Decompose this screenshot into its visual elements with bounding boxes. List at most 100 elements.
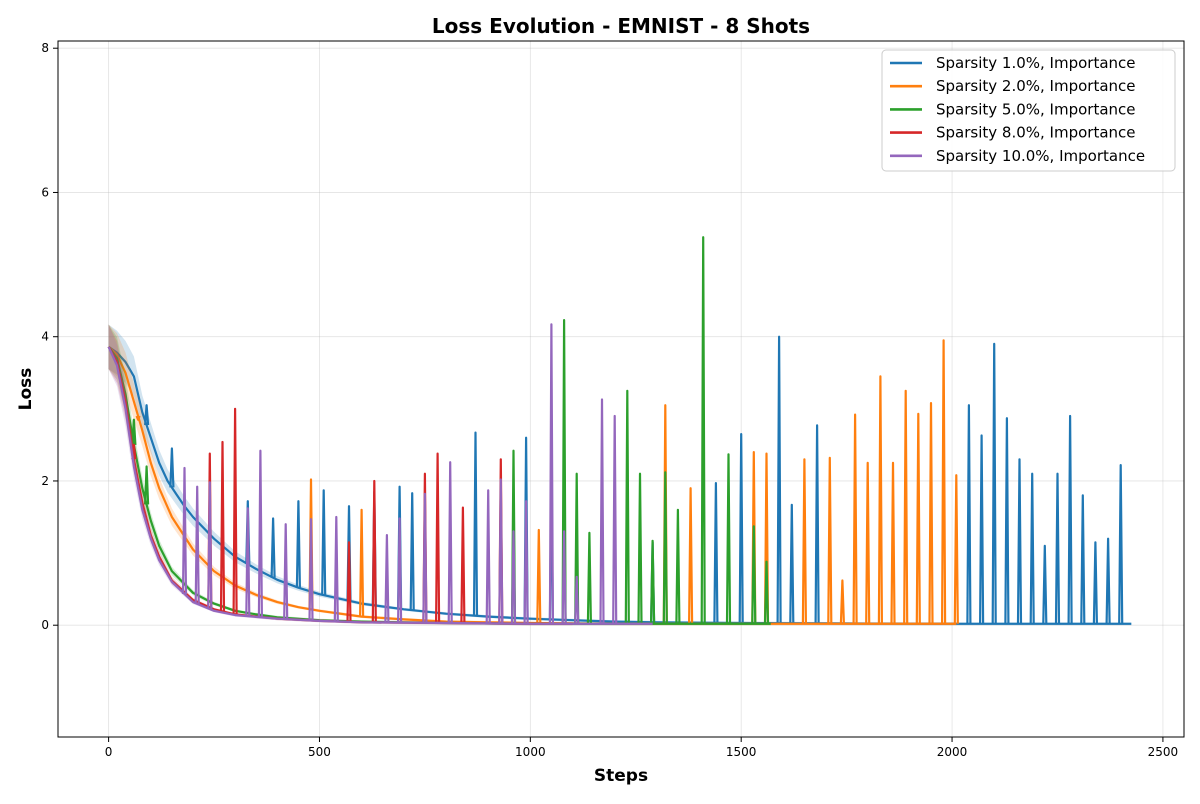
series-1-spike xyxy=(321,489,327,596)
legend-item: Sparsity 5.0%, Importance xyxy=(890,100,1136,118)
y-tick-label: 6 xyxy=(41,185,49,199)
series-3-spike xyxy=(637,472,643,624)
series-5-spike xyxy=(612,414,618,624)
x-tick-label: 0 xyxy=(105,745,113,759)
series-3-spike xyxy=(586,531,592,624)
series-1-spike xyxy=(1042,544,1048,624)
series-3-spike xyxy=(763,560,770,624)
series-5-spike xyxy=(283,523,289,620)
series-1-spike xyxy=(144,404,150,426)
series-2-spike xyxy=(801,458,807,624)
tick-layer: 0 500 1000 1500 2000 2500 0 2 4 6 8 xyxy=(41,41,1178,759)
chart-title: Loss Evolution - EMNIST - 8 Shots xyxy=(432,14,810,38)
series-5-spike xyxy=(397,517,403,623)
series-1-spike xyxy=(738,433,744,624)
legend: Sparsity 1.0%, Importance Sparsity 2.0%, … xyxy=(881,49,1176,172)
series-5-spike xyxy=(574,575,580,624)
series-2-spike xyxy=(839,579,845,624)
x-tick-label: 1000 xyxy=(515,745,546,759)
plot-frame xyxy=(57,40,1185,738)
legend-label: Sparsity 5.0%, Importance xyxy=(936,100,1136,118)
series-3-spike xyxy=(751,525,757,624)
series-2-spike xyxy=(903,389,909,624)
series-5-spike xyxy=(422,492,428,623)
series-1-spike xyxy=(472,431,479,616)
series-2-spike xyxy=(827,456,833,624)
series-2-spike xyxy=(865,461,871,624)
legend-label: Sparsity 8.0%, Importance xyxy=(936,124,1136,142)
series-2-spike xyxy=(688,487,694,624)
legend-label: Sparsity 10.0%, Importance xyxy=(936,147,1145,165)
series-1-spike xyxy=(789,503,795,624)
series-2-spike xyxy=(953,474,959,624)
legend-item: Sparsity 10.0%, Importance xyxy=(890,147,1145,165)
series-2-spike xyxy=(890,461,896,624)
series-1-spike xyxy=(169,447,175,488)
series-1-spike xyxy=(1029,472,1035,624)
series-2-spike xyxy=(536,528,542,624)
series-3-spike xyxy=(144,465,150,505)
series-5-spike xyxy=(333,515,339,622)
x-tick-label: 2000 xyxy=(937,745,968,759)
x-tick-label: 1500 xyxy=(726,745,757,759)
series-1-spike xyxy=(1067,414,1073,624)
y-tick-label: 0 xyxy=(41,618,49,632)
series-5-line xyxy=(107,346,653,625)
series-5-spike xyxy=(245,507,251,617)
y-tick-label: 4 xyxy=(41,330,49,344)
series-1-spike xyxy=(295,500,301,588)
series-5-spike xyxy=(207,481,213,610)
series-2-spike xyxy=(877,375,883,624)
x-axis-label: Steps xyxy=(594,766,648,786)
series-1-spike xyxy=(991,342,997,624)
x-tick-label: 500 xyxy=(308,745,331,759)
y-axis-label: Loss xyxy=(16,368,36,411)
series-3-spike xyxy=(624,389,630,624)
series-5-spike xyxy=(510,530,517,624)
legend-box xyxy=(881,49,1176,172)
series-4-spike xyxy=(460,506,466,624)
series-5-spike xyxy=(498,478,504,624)
y-tick-label: 2 xyxy=(41,474,49,488)
series-1-spike xyxy=(1016,458,1023,624)
series-4-spike xyxy=(371,479,377,623)
series-1-spike xyxy=(270,517,276,578)
x-tick-label: 2500 xyxy=(1148,745,1179,759)
series-layer xyxy=(107,236,1132,626)
legend-label: Sparsity 2.0%, Importance xyxy=(936,77,1136,95)
series-1-spike xyxy=(1105,537,1111,624)
series-5-spike xyxy=(257,449,263,618)
series-1-spike xyxy=(979,434,985,624)
legend-item: Sparsity 1.0%, Importance xyxy=(890,54,1136,72)
series-3-spike xyxy=(725,453,732,624)
series-3-spike xyxy=(650,539,656,624)
series-4-spike xyxy=(346,541,352,622)
series-3-spike xyxy=(574,472,580,624)
series-4-spike xyxy=(435,452,441,624)
series-1-spike xyxy=(1092,541,1098,624)
series-2-spike xyxy=(915,412,921,624)
grid-layer xyxy=(58,41,1184,737)
series-3-spike xyxy=(561,319,567,624)
y-tick-label: 8 xyxy=(41,41,49,55)
series-5-spike xyxy=(485,489,491,624)
series-5-spike xyxy=(561,530,567,624)
series-1-spike xyxy=(966,404,972,624)
series-3-spike xyxy=(675,508,681,624)
series-1-spike xyxy=(814,424,820,624)
legend-label: Sparsity 1.0%, Importance xyxy=(936,54,1136,72)
series-3-spike xyxy=(131,418,137,445)
series-1-spike xyxy=(713,482,719,623)
series-5 xyxy=(107,323,653,626)
series-2-spike xyxy=(852,413,858,624)
series-1-spike xyxy=(776,335,782,624)
series-3-spike xyxy=(700,236,706,624)
series-5-spike xyxy=(181,466,188,595)
series-4-spike xyxy=(219,440,226,612)
series-5-spike xyxy=(194,485,200,604)
series-2-spike xyxy=(928,402,934,624)
series-3-spike xyxy=(662,471,668,624)
series-5-spike xyxy=(384,534,390,623)
